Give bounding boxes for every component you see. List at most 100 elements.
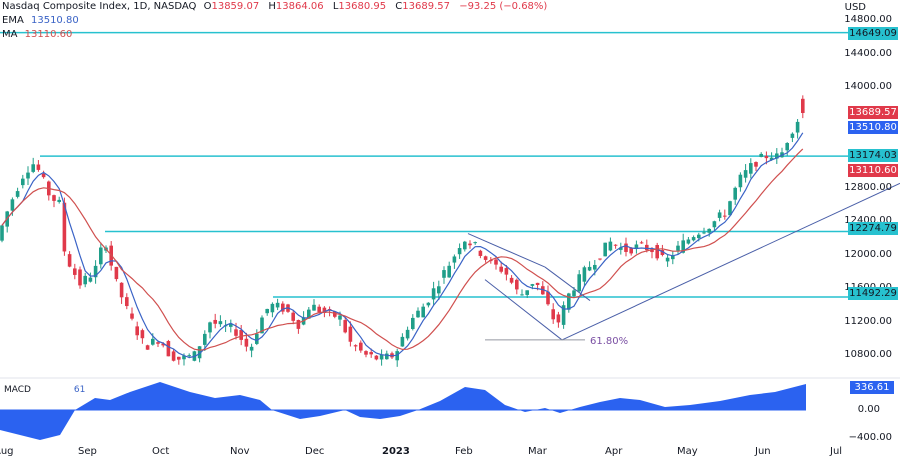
candle-body [291, 312, 295, 321]
candle-body [723, 215, 727, 217]
candle-body [135, 326, 139, 336]
candle-body [88, 277, 93, 282]
candle-body [587, 266, 592, 271]
price-tick: 11200.00 [844, 315, 892, 327]
ohlc-low-label: L [332, 1, 339, 12]
candle-body [541, 286, 545, 295]
time-label: Feb [455, 446, 473, 457]
candle-body [629, 247, 633, 254]
candle-body [416, 310, 420, 318]
candle-body [78, 269, 82, 286]
candle-body [712, 221, 717, 228]
price-tag: 11492.29 [848, 287, 898, 300]
price-tag: 13110.60 [848, 164, 898, 177]
candle-body [140, 330, 145, 339]
candle-body [119, 282, 124, 298]
candle-body [707, 228, 711, 233]
candle-body [182, 355, 186, 360]
price-tag: 14649.09 [848, 27, 898, 40]
candle-body [338, 315, 342, 320]
candle-body [494, 259, 498, 265]
candle-body [733, 187, 737, 200]
ema-value: 13510.80 [30, 15, 79, 26]
candle-body [15, 191, 20, 197]
candle-body [619, 247, 623, 250]
candle-body [93, 265, 98, 278]
candle-body [457, 248, 462, 255]
macd-label: MACD [4, 385, 31, 395]
candle-body [62, 202, 67, 252]
candle-body [769, 157, 774, 160]
candle-body [36, 164, 41, 170]
macd-tick-zero: 0.00 [857, 404, 880, 415]
candle-body [322, 307, 327, 313]
candle-body [312, 304, 316, 311]
candle-body [442, 270, 446, 278]
candle-body [546, 291, 550, 305]
ema-label: EMA [2, 15, 24, 26]
candle-body [452, 256, 457, 263]
ema-line [1, 132, 804, 359]
candle-body [509, 277, 514, 283]
candle-body [499, 266, 503, 272]
candle-body [405, 329, 410, 339]
candle-body [593, 264, 597, 270]
ohlc-low: 13680.95 [338, 1, 387, 12]
candle-body [359, 342, 363, 351]
candle-body [645, 244, 649, 251]
candle-body [561, 305, 566, 325]
candle-body [348, 326, 353, 342]
candle-body [468, 243, 472, 246]
candle-body [556, 314, 561, 323]
candle-body [426, 302, 431, 306]
candle-body [686, 239, 691, 244]
candle-body [749, 163, 753, 174]
ohlc-high-label: H [268, 1, 276, 12]
ohlc-close-label: C [395, 1, 403, 12]
candle-body [598, 258, 602, 260]
candle-body [525, 290, 529, 295]
candle-body [483, 256, 488, 260]
candle-body [151, 338, 155, 345]
candle-body [99, 247, 103, 265]
ma-row[interactable]: MA 13110.60 [2, 28, 553, 42]
macd-value: 61 [73, 385, 86, 395]
candle-body [296, 320, 301, 329]
time-label: Dec [305, 446, 325, 457]
candle-body [161, 343, 165, 346]
price-tick: 10800.00 [844, 349, 892, 360]
candle-body [801, 98, 805, 113]
candle-body [421, 306, 425, 318]
price-tag: 13174.03 [848, 149, 898, 162]
channel-break-line [544, 266, 591, 301]
candle-body [203, 333, 207, 345]
candle-body [759, 153, 763, 157]
uptrend-line [561, 182, 900, 341]
candle-body [265, 308, 269, 314]
time-label: Mar [528, 446, 547, 457]
time-label: Nov [230, 446, 250, 457]
candle-body [379, 354, 384, 360]
price-tag: 13689.57 [848, 106, 898, 119]
ema-row[interactable]: EMA 13510.80 [2, 14, 553, 28]
macd-tick-neg400: −400.00 [848, 432, 892, 443]
candle-body [10, 199, 15, 211]
candle-body [447, 265, 451, 278]
candle-body [463, 241, 467, 250]
candle-body [681, 240, 685, 253]
candle-body [634, 244, 639, 249]
candle-body [437, 286, 441, 294]
candle-body [197, 346, 202, 359]
time-label: Sep [78, 446, 97, 457]
candle-body [400, 336, 405, 347]
time-label: Apr [605, 446, 623, 457]
candle-body [187, 355, 191, 357]
candle-body [431, 288, 436, 300]
price-tick: 14000.00 [844, 81, 892, 92]
candle-body [255, 333, 259, 344]
candle-body [624, 243, 628, 252]
candle-body [530, 284, 535, 286]
candle-body [515, 279, 519, 290]
candle-body [582, 267, 587, 282]
